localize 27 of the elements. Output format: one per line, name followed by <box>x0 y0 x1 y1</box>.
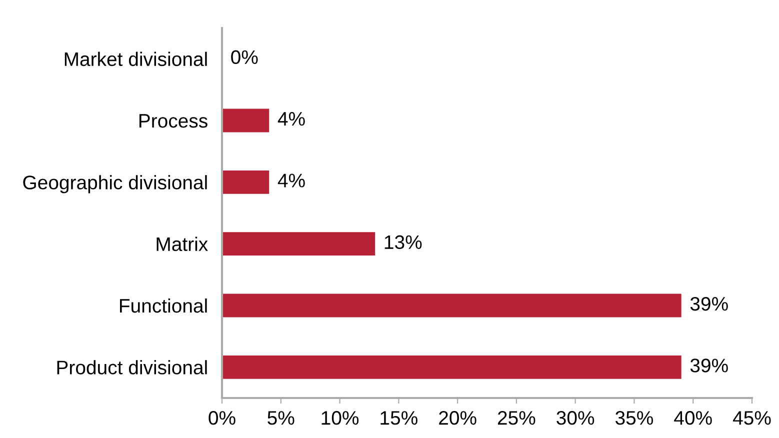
x-tick-label: 40% <box>674 411 712 425</box>
x-tick-label: 45% <box>732 411 771 425</box>
x-tick-label: 0% <box>208 411 236 425</box>
x-tick-label: 10% <box>322 411 359 425</box>
y-tick-label: Functional <box>120 298 207 313</box>
y-tick-label: Market divisional <box>64 52 207 66</box>
bar <box>222 294 682 318</box>
x-tick-label: 25% <box>498 411 536 425</box>
bar <box>222 355 682 379</box>
y-tick-label: Geographic divisional <box>23 175 207 194</box>
data-label: 0% <box>231 50 258 64</box>
x-tick-label: 35% <box>616 411 653 425</box>
data-label: 39% <box>690 296 728 311</box>
data-label: 4% <box>278 174 305 188</box>
data-label: 39% <box>690 358 728 372</box>
x-tick-label: 30% <box>556 411 594 425</box>
bar <box>222 108 270 132</box>
y-tick-label: Product divisional <box>57 360 207 374</box>
bar <box>222 170 270 194</box>
y-tick-label: Matrix <box>156 236 208 252</box>
data-label: 13% <box>384 235 422 250</box>
bar <box>222 232 376 256</box>
data-label: 4% <box>278 112 305 126</box>
x-tick-label: 5% <box>268 411 294 425</box>
x-tick-label: 20% <box>439 411 476 425</box>
y-tick-label: Process <box>139 114 208 128</box>
x-tick-label: 15% <box>380 411 418 425</box>
